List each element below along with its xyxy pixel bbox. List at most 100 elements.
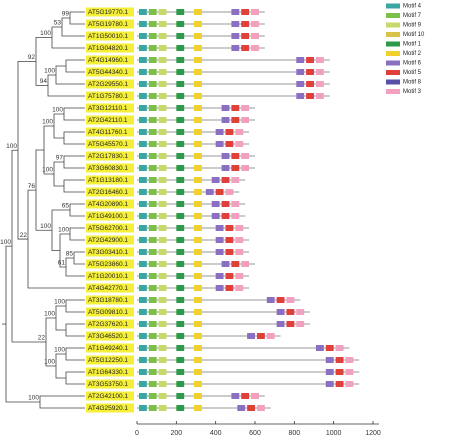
legend-label: Motif 9	[403, 23, 422, 29]
motif	[231, 261, 240, 267]
motif	[221, 177, 230, 183]
motif	[158, 129, 167, 135]
motif	[325, 381, 334, 387]
motif	[158, 321, 167, 327]
motif	[158, 393, 167, 399]
motif	[315, 345, 324, 351]
motif	[148, 297, 157, 303]
motif	[148, 249, 157, 255]
motif	[176, 81, 185, 87]
motif	[256, 333, 265, 339]
motif	[176, 273, 185, 279]
motif	[194, 297, 202, 303]
motif	[235, 273, 244, 279]
x-tick-label: 800	[288, 430, 300, 437]
motif	[296, 321, 305, 327]
motif	[138, 201, 147, 207]
gene-label: AT1G49100.1	[88, 213, 128, 220]
motif	[225, 189, 234, 195]
motif	[194, 141, 202, 147]
motif	[335, 369, 344, 375]
motif	[148, 57, 157, 63]
motif	[148, 9, 157, 15]
motif	[225, 285, 234, 291]
legend-label: Motif 2	[403, 51, 422, 57]
motif	[148, 117, 157, 123]
motif	[221, 201, 230, 207]
tree-branch	[55, 65, 85, 85]
motif	[211, 201, 220, 207]
motif	[215, 189, 224, 195]
motif	[225, 141, 234, 147]
motif	[194, 21, 202, 27]
motif	[158, 21, 167, 27]
motif	[158, 297, 167, 303]
label-highlight	[86, 55, 134, 65]
legend-label: Motif 10	[403, 32, 425, 38]
motif	[158, 33, 167, 39]
motif	[325, 345, 334, 351]
motif	[345, 381, 354, 387]
motif	[158, 45, 167, 51]
motif	[194, 261, 202, 267]
gene-label: AT1G50010.1	[88, 33, 128, 40]
tree-branch	[5, 245, 40, 403]
motif	[315, 93, 324, 99]
motif	[138, 405, 147, 411]
motif	[194, 45, 202, 51]
legend-swatch	[386, 3, 400, 9]
motif	[235, 129, 244, 135]
x-tick-label: 1000	[326, 430, 342, 437]
motif	[176, 105, 185, 111]
motif	[221, 117, 230, 123]
gene-label: AT3G53750.1	[88, 381, 128, 388]
motif	[231, 117, 240, 123]
gene-label: AT2G16460.1	[88, 189, 128, 196]
motif	[231, 153, 240, 159]
bootstrap-label: 22	[38, 335, 46, 342]
motif	[194, 117, 202, 123]
motif	[325, 357, 334, 363]
motif	[148, 333, 157, 339]
motif	[158, 309, 167, 315]
legend-swatch	[386, 60, 400, 66]
tree-branch	[65, 257, 85, 277]
bootstrap-label: 100	[44, 359, 55, 366]
legend-label: Motif 4	[403, 4, 422, 10]
tree-branch	[63, 107, 85, 121]
bootstrap-label: 99	[62, 11, 70, 18]
motif	[266, 333, 275, 339]
motif	[158, 345, 167, 351]
label-highlight	[86, 91, 134, 101]
motif	[235, 249, 244, 255]
motif	[325, 369, 334, 375]
label-highlight	[86, 259, 134, 269]
motif	[215, 129, 224, 135]
motif	[215, 237, 224, 243]
gene-label: AT4G25920.1	[88, 405, 128, 412]
motif	[176, 189, 185, 195]
motif	[138, 33, 147, 39]
motif	[194, 393, 202, 399]
label-highlight	[86, 283, 134, 293]
motif	[345, 357, 354, 363]
motif	[266, 297, 275, 303]
motif	[194, 285, 202, 291]
label-highlight	[86, 31, 134, 41]
motif	[158, 189, 167, 195]
motif	[194, 357, 202, 363]
motif	[158, 93, 167, 99]
tree-branch	[17, 61, 36, 240]
label-highlight	[86, 127, 134, 137]
label-highlight	[86, 271, 134, 281]
motif	[194, 189, 202, 195]
bootstrap-label: 92	[28, 54, 36, 61]
motif	[176, 381, 185, 387]
motif	[276, 309, 285, 315]
motif	[251, 45, 259, 51]
motif	[138, 309, 147, 315]
motif	[176, 129, 185, 135]
label-highlight	[86, 367, 134, 377]
motif	[138, 333, 147, 339]
